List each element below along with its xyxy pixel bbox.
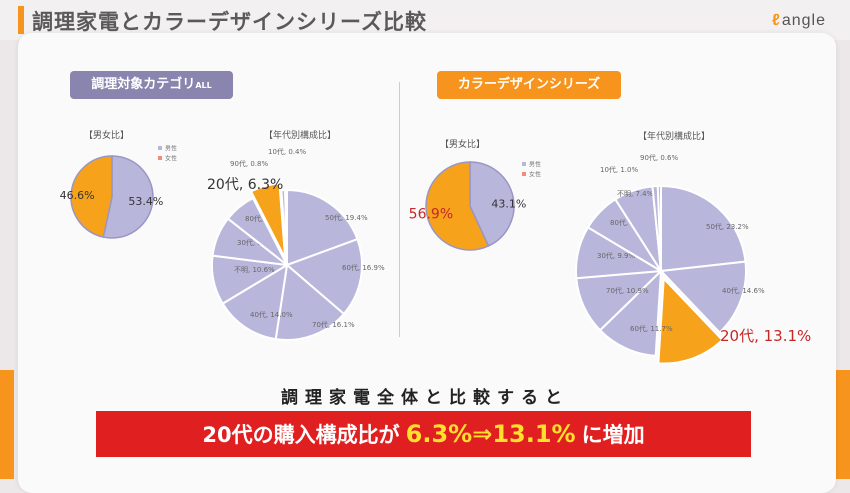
pie-label-0-0: 53.4% (128, 195, 163, 208)
pie-slice-1-6 (226, 196, 288, 266)
left-age-title: 【年代別構成比】 (264, 131, 337, 141)
legend-swatch-0-1 (158, 156, 162, 160)
right-orange-stripe (836, 370, 850, 479)
pill-left-suffix: ALL (195, 81, 212, 90)
pie-label-3-5: 30代, 9.9% (597, 251, 635, 260)
right-age-title: 【年代別構成比】 (638, 132, 711, 142)
legend-label-2-0: 男性 (529, 161, 541, 169)
left-orange-stripe (0, 370, 14, 479)
pie-slice-2-1 (425, 161, 490, 251)
brand-logo: ℓangle (772, 12, 826, 30)
pie-label-1-2: 70代, 16.1% (312, 320, 355, 329)
legend-swatch-2-1 (522, 172, 526, 176)
pie-label-3-0: 50代, 23.2% (706, 222, 749, 231)
page-title: 調理家電とカラーデザインシリーズ比較 (32, 10, 427, 34)
result-banner: 20代の購入構成比が 6.3%⇒13.1% に増加 (96, 411, 751, 457)
pie-slice-3-2 (657, 276, 724, 365)
right-gender-title: 【男女比】 (440, 140, 486, 150)
pie-label-1-0: 50代, 19.4% (325, 213, 368, 222)
pie-label-3-7: 不明, 7.4% (617, 190, 654, 198)
legend-label-0-0: 男性 (165, 145, 177, 153)
pie-label-1-7: 20代, 6.3% (207, 177, 283, 193)
header-accent-bar (18, 6, 24, 34)
pie-label-1-5: 30代, 8.6% (237, 238, 275, 247)
pie-slice-3-0 (660, 184, 747, 273)
panel-divider (399, 82, 400, 337)
pie-label-2-0: 43.1% (491, 198, 526, 211)
category-all-pill: 調理対象カテゴリALL (70, 71, 233, 99)
pill-left-label: 調理対象カテゴリ (91, 77, 196, 92)
pie-label-3-2: 20代, 13.1% (720, 327, 811, 345)
pie-slice-0-0 (102, 155, 154, 239)
pie-slice-1-3 (221, 263, 289, 341)
color-design-pill: カラーデザインシリーズ (437, 71, 621, 99)
logo-mark-icon: ℓ (772, 12, 781, 29)
comparison-subheading: 調理家電全体と比較すると (281, 388, 569, 408)
pie-label-1-4: 不明, 10.6% (234, 266, 275, 274)
logo-text: angle (781, 12, 826, 29)
legend-label-0-1: 女性 (165, 155, 177, 163)
pie-label-1-1: 60代, 16.9% (342, 263, 385, 272)
legend-label-2-1: 女性 (529, 171, 541, 179)
pie-slice-1-0 (286, 188, 359, 267)
legend-swatch-2-0 (522, 162, 526, 166)
pie-slice-2-0 (469, 161, 515, 247)
pie-slice-1-2 (274, 263, 346, 341)
pie-label-3-8: 10代, 1.0% (600, 165, 638, 174)
pie-slice-1-1 (285, 237, 364, 316)
banner-prefix: 20代の購入構成比が (202, 423, 400, 447)
pie-label-3-1: 40代, 14.6% (722, 286, 765, 295)
pie-label-1-8: 90代, 0.8% (230, 159, 268, 168)
pie-slice-0-1 (70, 155, 113, 238)
left-gender-title: 【男女比】 (84, 131, 130, 141)
pie-slice-3-1 (658, 260, 747, 334)
pie-label-0-1: 46.6% (60, 189, 95, 202)
banner-suffix: に増加 (581, 423, 645, 447)
banner-highlight: 6.3%⇒13.1% (405, 420, 576, 448)
legend-swatch-0-0 (158, 146, 162, 150)
pie-label-3-3: 60代, 11.7% (630, 324, 673, 333)
pie-label-2-1: 56.9% (409, 206, 453, 222)
pie-slice-1-7 (249, 182, 287, 259)
pie-label-3-4: 70代, 10.9% (606, 286, 649, 295)
pie-slice-3-9 (656, 184, 662, 272)
pill-right-label: カラーデザインシリーズ (457, 77, 601, 92)
pie-label-1-3: 40代, 14.0% (250, 310, 293, 319)
pie-slice-1-9 (284, 188, 288, 266)
pie-label-3-9: 90代, 0.6% (640, 153, 678, 162)
pie-label-1-9: 10代, 0.4% (268, 147, 306, 156)
pie-slice-3-3 (598, 268, 663, 357)
